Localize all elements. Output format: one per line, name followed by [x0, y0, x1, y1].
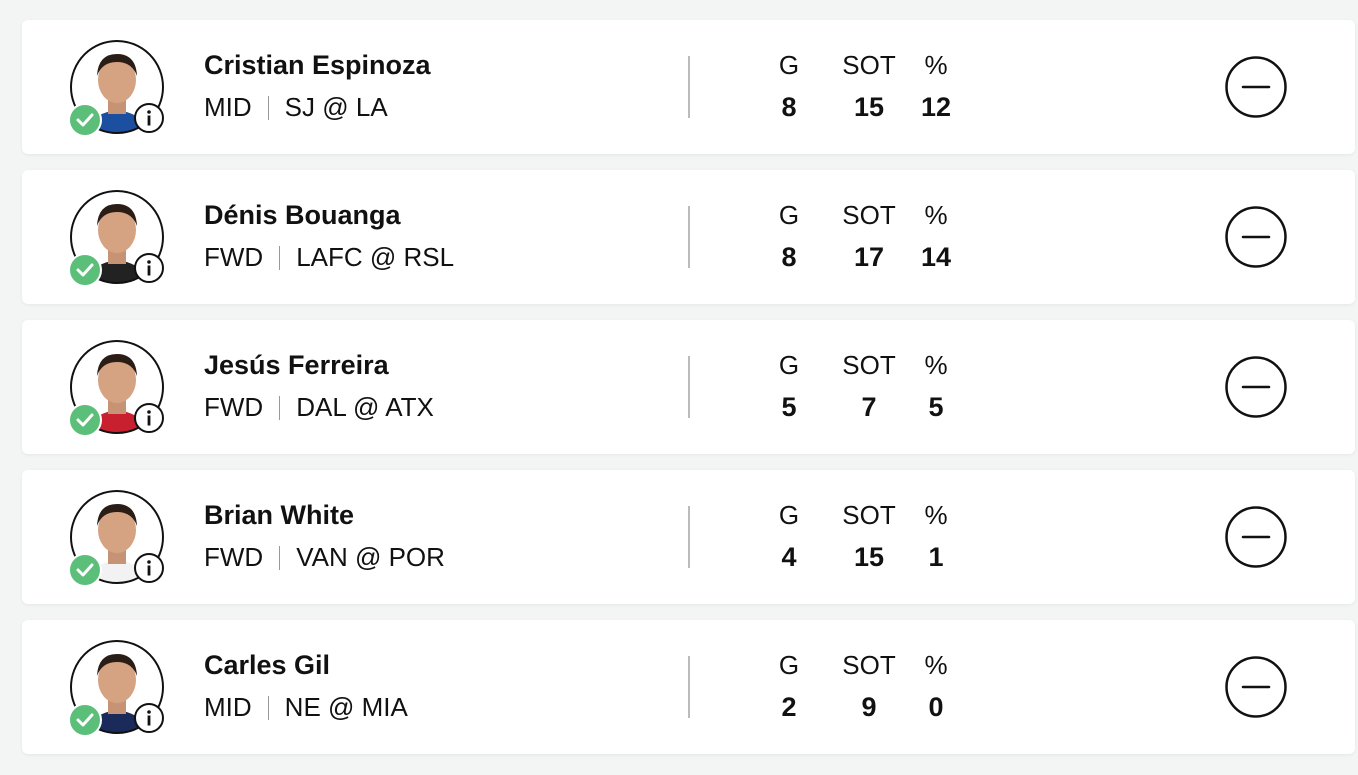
stat-label: % — [924, 650, 948, 680]
matchup: DAL @ ATX — [296, 392, 434, 422]
stat-label: % — [924, 500, 948, 530]
matchup: LAFC @ RSL — [296, 242, 455, 272]
stat-label: SOT — [842, 50, 896, 80]
matchup: NE @ MIA — [284, 692, 408, 722]
stat-label: SOT — [842, 350, 896, 380]
stat-label: G — [778, 500, 800, 530]
stat-value: 7 — [861, 392, 877, 422]
stat-value: 14 — [920, 242, 952, 272]
position: FWD — [204, 542, 264, 572]
player-meta: MID SJ @ LA — [204, 92, 388, 123]
stat-value: 8 — [781, 242, 797, 272]
stat-value: 2 — [781, 692, 797, 722]
stat-value: 15 — [853, 92, 885, 122]
info-button[interactable] — [134, 553, 164, 583]
separator — [279, 395, 281, 420]
stat-label: % — [924, 350, 948, 380]
info-button[interactable] — [134, 103, 164, 133]
stat-label: G — [778, 50, 800, 80]
player-name: Brian White — [204, 500, 355, 530]
remove-button[interactable] — [1225, 206, 1287, 268]
stat-label: SOT — [842, 650, 896, 680]
selected-check — [68, 553, 102, 587]
position: FWD — [204, 242, 264, 272]
player-name: Dénis Bouanga — [204, 200, 401, 230]
stat-value: 9 — [861, 692, 877, 722]
matchup: VAN @ POR — [296, 542, 445, 572]
stat-label: % — [924, 200, 948, 230]
stat-value: 4 — [781, 542, 797, 572]
stat-label: % — [924, 50, 948, 80]
player-card: Jesús Ferreira FWD DAL @ ATX G 5 SOT 7% 5 — [22, 320, 1355, 454]
position: FWD — [204, 392, 264, 422]
stat-value: 5 — [781, 392, 797, 422]
divider — [688, 656, 690, 718]
player-meta: MID NE @ MIA — [204, 692, 408, 723]
player-meta: FWD LAFC @ RSL — [204, 242, 454, 273]
player-name: Jesús Ferreira — [204, 350, 389, 380]
divider — [688, 506, 690, 568]
selected-check — [68, 703, 102, 737]
selected-check — [68, 253, 102, 287]
stat-label: G — [778, 200, 800, 230]
player-meta: FWD DAL @ ATX — [204, 392, 434, 423]
remove-button[interactable] — [1225, 56, 1287, 118]
separator — [267, 95, 269, 120]
divider — [688, 206, 690, 268]
stat-value: 5 — [928, 392, 944, 422]
remove-button[interactable] — [1225, 356, 1287, 418]
stat-label: SOT — [842, 200, 896, 230]
stat-value: 0 — [928, 692, 944, 722]
separator — [279, 245, 281, 270]
divider — [688, 56, 690, 118]
position: MID — [204, 92, 252, 122]
separator — [279, 545, 281, 570]
remove-button[interactable] — [1225, 656, 1287, 718]
stat-label: G — [778, 650, 800, 680]
player-meta: FWD VAN @ POR — [204, 542, 445, 573]
selected-check — [68, 103, 102, 137]
separator — [267, 695, 269, 720]
position: MID — [204, 692, 252, 722]
info-button[interactable] — [134, 253, 164, 283]
player-card: Carles Gil MID NE @ MIA G 2 SOT 9% 0 — [22, 620, 1355, 754]
stat-label: G — [778, 350, 800, 380]
stat-label: SOT — [842, 500, 896, 530]
info-button[interactable] — [134, 403, 164, 433]
stat-value: 15 — [853, 542, 885, 572]
player-card: Brian White FWD VAN @ POR G 4 SOT 15% 1 — [22, 470, 1355, 604]
player-card: Dénis Bouanga FWD LAFC @ RSL G 8 SOT 17% 14 — [22, 170, 1355, 304]
player-name: Carles Gil — [204, 650, 331, 680]
stat-value: 12 — [920, 92, 952, 122]
matchup: SJ @ LA — [284, 92, 388, 122]
info-button[interactable] — [134, 703, 164, 733]
selected-check — [68, 403, 102, 437]
divider — [688, 356, 690, 418]
stat-value: 17 — [853, 242, 885, 272]
remove-button[interactable] — [1225, 506, 1287, 568]
player-name: Cristian Espinoza — [204, 50, 431, 80]
stat-value: 8 — [781, 92, 797, 122]
stat-value: 1 — [928, 542, 944, 572]
player-card: Cristian Espinoza MID SJ @ LA G 8 SOT 15% 12 — [22, 20, 1355, 154]
